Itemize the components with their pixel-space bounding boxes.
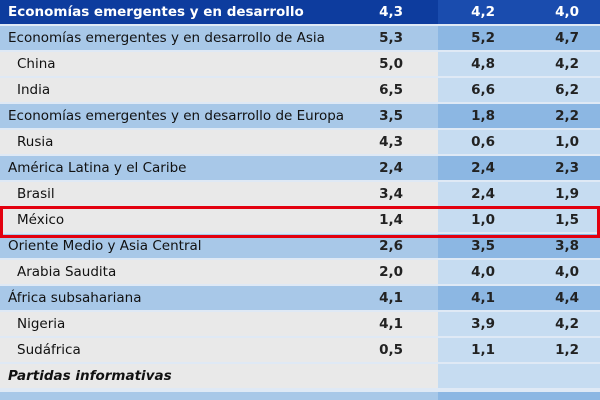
row-label: México	[17, 212, 65, 228]
table-header-row: Economías emergentes y en desarrollo 4,3…	[0, 0, 600, 24]
value-cell: 2,4	[471, 160, 495, 176]
value-cell: 1,8	[471, 108, 495, 124]
table-row: Economías emergentes y en desarrollo de …	[0, 104, 600, 128]
value-cell: 3,8	[555, 238, 579, 254]
value-cell: 4,1	[379, 316, 403, 332]
table-row: Oriente Medio y Asia Central 2,6 3,5 3,8	[0, 234, 600, 258]
table-row: Arabia Saudita 2,0 4,0 4,0	[0, 260, 600, 284]
column-shade	[438, 52, 600, 76]
column-shade	[438, 392, 600, 400]
column-shade	[438, 208, 600, 232]
value-cell: 4,2	[555, 56, 579, 72]
value-cell: 5,0	[379, 56, 403, 72]
table-row: Economías emergentes y en desarrollo de …	[0, 26, 600, 50]
value-cell: 4,8	[471, 56, 495, 72]
value-cell: 4,7	[555, 30, 579, 46]
column-shade	[438, 156, 600, 180]
column-shade	[438, 130, 600, 154]
value-cell: 1,5	[555, 212, 579, 228]
value-cell: 1,0	[555, 134, 579, 150]
value-cell: 0,6	[471, 134, 495, 150]
value-cell: 1,2	[555, 342, 579, 358]
value-cell: 4,3	[379, 4, 403, 20]
value-cell: 4,3	[379, 134, 403, 150]
table-row: India 6,5 6,6 6,2	[0, 78, 600, 102]
table-row: América Latina y el Caribe 2,4 2,4 2,3	[0, 156, 600, 180]
column-shade	[438, 312, 600, 336]
row-label: Economías emergentes y en desarrollo de …	[8, 108, 345, 124]
row-label: Sudáfrica	[17, 342, 81, 358]
table-row: Brasil 3,4 2,4 1,9	[0, 182, 600, 206]
value-cell: 4,4	[555, 290, 579, 306]
value-cell: 6,2	[555, 82, 579, 98]
row-label: Nigeria	[17, 316, 66, 332]
value-cell: 3,5	[471, 238, 495, 254]
value-cell: 2,6	[379, 238, 403, 254]
column-shade	[438, 234, 600, 258]
value-cell: 1,1	[471, 342, 495, 358]
table-row: Partidas informativas	[0, 364, 600, 388]
row-label: Brasil	[17, 186, 55, 202]
column-shade	[438, 26, 600, 50]
row-label: África subsahariana	[8, 290, 142, 306]
column-shade	[438, 338, 600, 362]
table-row: Nigeria 4,1 3,9 4,2	[0, 312, 600, 336]
value-cell: 2,4	[471, 186, 495, 202]
value-cell: 6,5	[379, 82, 403, 98]
table-row: África subsahariana 4,1 4,1 4,4	[0, 286, 600, 310]
value-cell: 3,4	[379, 186, 403, 202]
value-cell: 2,0	[379, 264, 403, 280]
value-cell: 2,4	[379, 160, 403, 176]
value-cell: 1,0	[471, 212, 495, 228]
row-label: Economías emergentes y en desarrollo de …	[8, 30, 325, 46]
value-cell: 4,0	[555, 264, 579, 280]
value-cell: 3,9	[471, 316, 495, 332]
table-row: Rusia 4,3 0,6 1,0	[0, 130, 600, 154]
growth-table: Economías emergentes y en desarrollo 4,3…	[0, 0, 600, 388]
value-cell: 2,3	[555, 160, 579, 176]
row-label: Partidas informativas	[8, 368, 172, 384]
value-cell: 4,0	[471, 264, 495, 280]
column-shade	[438, 364, 600, 388]
table-row-highlighted: México 1,4 1,0 1,5	[0, 208, 600, 232]
column-shade	[438, 260, 600, 284]
row-label: China	[17, 56, 56, 72]
value-cell: 2,2	[555, 108, 579, 124]
column-shade	[438, 104, 600, 128]
value-cell: 4,0	[555, 4, 579, 20]
value-cell: 5,3	[379, 30, 403, 46]
value-cell: 1,9	[555, 186, 579, 202]
table-row-partial	[0, 392, 600, 400]
value-cell: 6,6	[471, 82, 495, 98]
column-shade	[438, 78, 600, 102]
table-row: Sudáfrica 0,5 1,1 1,2	[0, 338, 600, 362]
column-shade	[438, 182, 600, 206]
value-cell: 4,1	[471, 290, 495, 306]
value-cell: 3,5	[379, 108, 403, 124]
table-row: China 5,0 4,8 4,2	[0, 52, 600, 76]
value-cell: 1,4	[379, 212, 403, 228]
row-label: América Latina y el Caribe	[8, 160, 187, 176]
value-cell: 0,5	[379, 342, 403, 358]
value-cell: 4,2	[471, 4, 495, 20]
value-cell: 4,2	[555, 316, 579, 332]
column-shade	[438, 0, 600, 24]
value-cell: 5,2	[471, 30, 495, 46]
column-shade	[438, 286, 600, 310]
row-label: Economías emergentes y en desarrollo	[8, 4, 304, 20]
value-cell: 4,1	[379, 290, 403, 306]
row-label: Rusia	[17, 134, 54, 150]
row-label: Arabia Saudita	[17, 264, 117, 280]
row-label: Oriente Medio y Asia Central	[8, 238, 202, 254]
row-label: India	[17, 82, 51, 98]
